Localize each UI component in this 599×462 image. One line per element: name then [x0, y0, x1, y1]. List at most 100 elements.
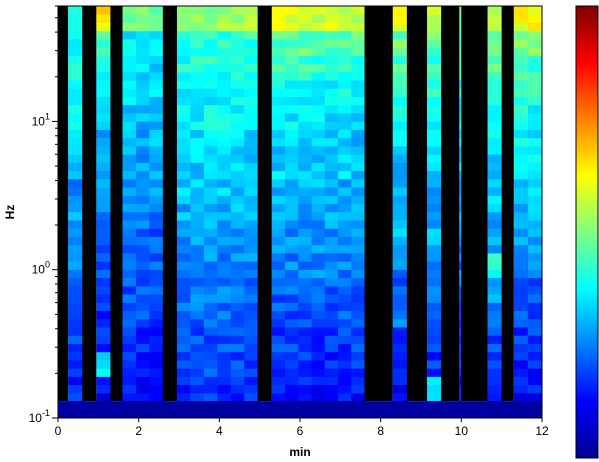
heatmap-cell: [244, 55, 259, 65]
heatmap-cell: [244, 30, 259, 40]
heatmap-cell: [68, 63, 83, 73]
heatmap-cell: [298, 302, 313, 312]
heatmap-cell: [203, 6, 218, 15]
heatmap-cell: [176, 359, 191, 369]
heatmap-cell: [459, 351, 462, 361]
heatmap-cell: [190, 6, 205, 15]
heatmap-cell: [96, 145, 111, 155]
heatmap-cell: [244, 302, 259, 312]
heatmap-cell: [459, 252, 462, 262]
heatmap-cell: [96, 162, 111, 172]
heatmap-cell: [135, 285, 150, 295]
heatmap-cell: [217, 203, 232, 213]
heatmap-cell: [311, 22, 326, 32]
heatmap-cell: [311, 55, 326, 65]
heatmap-cell: [324, 96, 339, 106]
heatmap-cell: [135, 220, 150, 229]
heatmap-cell: [203, 80, 218, 89]
heatmap-cell: [135, 96, 150, 106]
heatmap-cell: [176, 63, 191, 73]
heatmap-cell: [324, 14, 339, 23]
heatmap-cell: [217, 335, 232, 344]
heatmap-cell: [285, 277, 299, 287]
heatmap-cell: [459, 269, 462, 279]
heatmap-cell: [68, 236, 83, 246]
heatmap-cell: [392, 351, 408, 361]
heatmap-cell: [487, 96, 503, 106]
heatmap-cell: [135, 384, 150, 394]
heatmap-cell: [244, 47, 259, 56]
heatmap-cell: [513, 113, 529, 122]
heatmap-cell: [203, 359, 218, 369]
heatmap-cell: [217, 178, 232, 188]
heatmap-cell: [351, 269, 366, 279]
heatmap-cell: [203, 47, 218, 56]
heatmap-cell: [298, 63, 313, 73]
heatmap-cell: [149, 228, 164, 237]
heatmap-cell: [122, 343, 137, 353]
heatmap-cell: [285, 392, 299, 402]
heatmap-cell: [68, 285, 83, 295]
heatmap-cell: [459, 154, 462, 163]
heatmap-cell: [338, 113, 352, 122]
no-data-strip: [58, 6, 69, 402]
heatmap-cell: [135, 236, 150, 246]
heatmap-cell: [311, 310, 326, 320]
heatmap-cell: [324, 310, 339, 320]
x-tick-label: 6: [297, 424, 304, 438]
heatmap-cell: [427, 187, 442, 196]
heatmap-cell: [487, 285, 503, 295]
heatmap-cell: [135, 252, 150, 262]
heatmap-cell: [285, 302, 299, 312]
heatmap-cell: [190, 178, 205, 188]
heatmap-cell: [149, 368, 164, 377]
heatmap-cell: [427, 170, 442, 180]
heatmap-cell: [149, 187, 164, 196]
heatmap-cell: [459, 203, 462, 213]
heatmap-cell: [392, 359, 408, 369]
heatmap-cell: [176, 104, 191, 114]
heatmap-cell: [176, 277, 191, 287]
heatmap-cell: [96, 96, 111, 106]
heatmap-cell: [230, 261, 245, 270]
heatmap-cell: [96, 137, 111, 147]
heatmap-cell: [513, 145, 529, 155]
heatmap-cell: [190, 285, 205, 295]
heatmap-cell: [351, 22, 366, 32]
heatmap-cell: [217, 187, 232, 196]
heatmap-cell: [324, 104, 339, 114]
heatmap-cell: [68, 47, 83, 56]
heatmap-cell: [324, 6, 339, 15]
heatmap-cell: [271, 351, 286, 361]
heatmap-cell: [149, 285, 164, 295]
heatmap-cell: [351, 55, 366, 65]
heatmap-cell: [203, 220, 218, 229]
heatmap-cell: [135, 269, 150, 279]
heatmap-cell: [298, 47, 313, 56]
heatmap-cell: [203, 252, 218, 262]
heatmap-cell: [230, 359, 245, 369]
heatmap-cell: [427, 302, 442, 312]
heatmap-cell: [230, 335, 245, 344]
heatmap-cell: [68, 335, 83, 344]
heatmap-cell: [298, 351, 313, 361]
x-tick-label: 8: [377, 424, 384, 438]
heatmap-cell: [392, 38, 408, 48]
heatmap-cell: [285, 310, 299, 320]
heatmap-cell: [427, 47, 442, 56]
heatmap-cell: [122, 38, 137, 48]
heatmap-cell: [190, 203, 205, 213]
heatmap-cell: [285, 96, 299, 106]
heatmap-cell: [149, 211, 164, 221]
heatmap-cell: [298, 137, 313, 147]
heatmap-cell: [68, 38, 83, 48]
heatmap-cell: [351, 195, 366, 205]
heatmap-cell: [338, 302, 352, 312]
heatmap-cell: [149, 22, 164, 32]
heatmap-cell: [527, 137, 543, 147]
heatmap-cell: [513, 121, 529, 130]
heatmap-cell: [149, 129, 164, 139]
heatmap-cell: [230, 71, 245, 81]
heatmap-cell: [324, 327, 339, 336]
heatmap-cell: [230, 228, 245, 237]
